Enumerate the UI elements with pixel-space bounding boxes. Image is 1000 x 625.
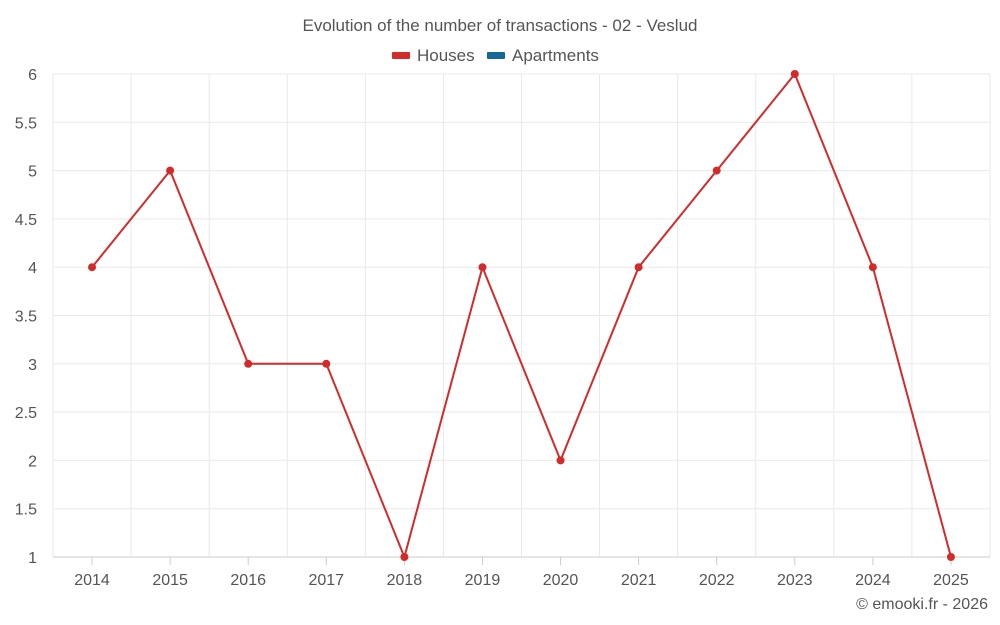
legend-swatch-houses — [392, 52, 410, 59]
x-tick-label: 2020 — [543, 572, 579, 589]
y-tick-label: 2.5 — [15, 405, 37, 422]
y-tick-label: 4 — [28, 260, 37, 277]
y-tick-label: 6 — [28, 67, 37, 84]
data-point-houses[interactable] — [244, 359, 253, 368]
y-tick-label: 4.5 — [15, 212, 37, 229]
credit-text: © emooki.fr - 2026 — [856, 596, 988, 613]
data-point-houses[interactable] — [166, 166, 175, 175]
legend-label-apartments: Apartments — [512, 46, 599, 65]
x-axis: 2014 2015 2016 2017 2018 2019 2020 2021 2022 2023… — [53, 556, 990, 589]
data-point-houses[interactable] — [322, 359, 331, 368]
grid — [52, 73, 991, 557]
x-tick-label: 2018 — [387, 572, 423, 589]
data-point-houses[interactable] — [556, 456, 565, 465]
legend-swatch-apartments — [487, 52, 505, 59]
legend-item-houses[interactable]: Houses — [392, 46, 475, 65]
x-tick-label: 2025 — [933, 572, 969, 589]
legend: Houses Apartments — [392, 46, 599, 65]
legend-label-houses: Houses — [417, 46, 475, 65]
data-point-houses[interactable] — [88, 263, 97, 272]
data-point-houses[interactable] — [400, 553, 409, 561]
y-tick-label: 5 — [28, 164, 37, 181]
y-axis: 1 1.5 2 2.5 3 3.5 4 4.5 5 5.5 6 — [15, 67, 37, 567]
y-tick-label: 2 — [28, 453, 37, 470]
y-tick-label: 1.5 — [15, 502, 37, 519]
y-tick-label: 3 — [28, 357, 37, 374]
x-tick-label: 2024 — [855, 572, 891, 589]
data-point-houses[interactable] — [790, 70, 799, 78]
x-tick-label: 2014 — [74, 572, 110, 589]
data-point-houses[interactable] — [868, 263, 877, 272]
data-point-houses[interactable] — [712, 166, 721, 175]
legend-item-apartments[interactable]: Apartments — [487, 46, 599, 65]
x-tick-label: 2017 — [308, 572, 344, 589]
x-tick-label: 2023 — [777, 572, 813, 589]
series-line-houses — [91, 73, 952, 558]
x-tick-label: 2016 — [230, 572, 266, 589]
x-tick-label: 2022 — [699, 572, 735, 589]
data-point-houses[interactable] — [478, 263, 487, 272]
data-point-houses[interactable] — [634, 263, 643, 272]
x-tick-label: 2021 — [621, 572, 657, 589]
x-tick-label: 2019 — [465, 572, 501, 589]
y-tick-label: 5.5 — [15, 115, 37, 132]
x-tick-label: 2015 — [152, 572, 188, 589]
y-tick-label: 1 — [28, 550, 37, 567]
y-tick-label: 3.5 — [15, 309, 37, 326]
chart-title: Evolution of the number of transactions … — [302, 16, 697, 35]
data-point-houses[interactable] — [946, 553, 955, 561]
series-layer — [88, 70, 955, 561]
